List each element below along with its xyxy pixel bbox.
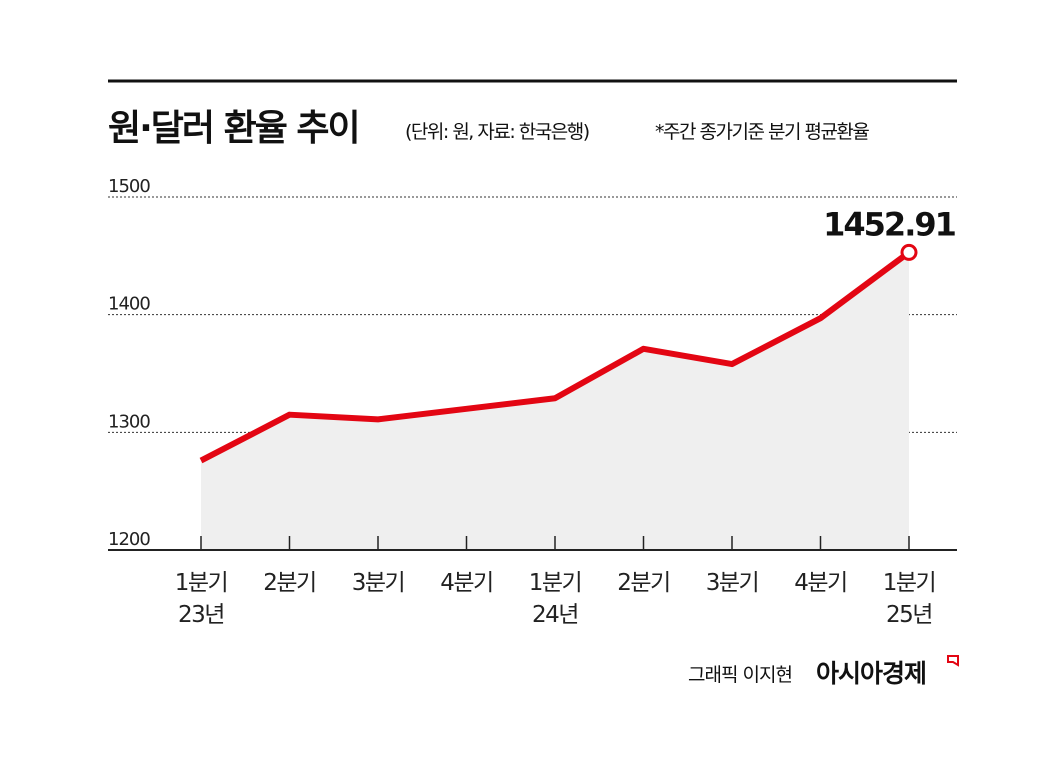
x-tick-label: 3분기 bbox=[352, 570, 404, 596]
x-tick-label: 2분기 bbox=[617, 570, 669, 596]
y-tick-label: 1500 bbox=[108, 176, 150, 197]
x-tick-year-label: 23년 bbox=[178, 602, 224, 628]
brand-logo-icon bbox=[947, 655, 959, 667]
x-tick-label: 1분기 bbox=[529, 570, 581, 596]
data-label: 1452.91 bbox=[823, 205, 955, 243]
y-tick-label: 1300 bbox=[108, 411, 150, 432]
chart-subtitle: (단위: 원, 자료: 한국은행) bbox=[405, 121, 589, 143]
x-tick-label: 1분기 bbox=[883, 570, 935, 596]
chart-note: *주간 종가기준 분기 평균환율 bbox=[655, 121, 869, 143]
data-point bbox=[900, 243, 918, 261]
y-tick-label: 1400 bbox=[108, 294, 150, 315]
brand-logo: 아시아경제 bbox=[816, 659, 926, 688]
graphic-credit: 그래픽 이지현 bbox=[688, 664, 792, 686]
x-tick-label: 3분기 bbox=[706, 570, 758, 596]
x-tick-label: 2분기 bbox=[263, 570, 315, 596]
chart-title: 원·달러 환율 추이 bbox=[108, 108, 359, 149]
x-tick-label: 4분기 bbox=[440, 570, 492, 596]
x-tick-year-label: 24년 bbox=[532, 602, 578, 628]
y-tick-label: 1200 bbox=[108, 529, 150, 550]
x-tick-label: 1분기 bbox=[175, 570, 227, 596]
x-tick-label: 4분기 bbox=[794, 570, 846, 596]
x-tick-year-label: 25년 bbox=[886, 602, 932, 628]
